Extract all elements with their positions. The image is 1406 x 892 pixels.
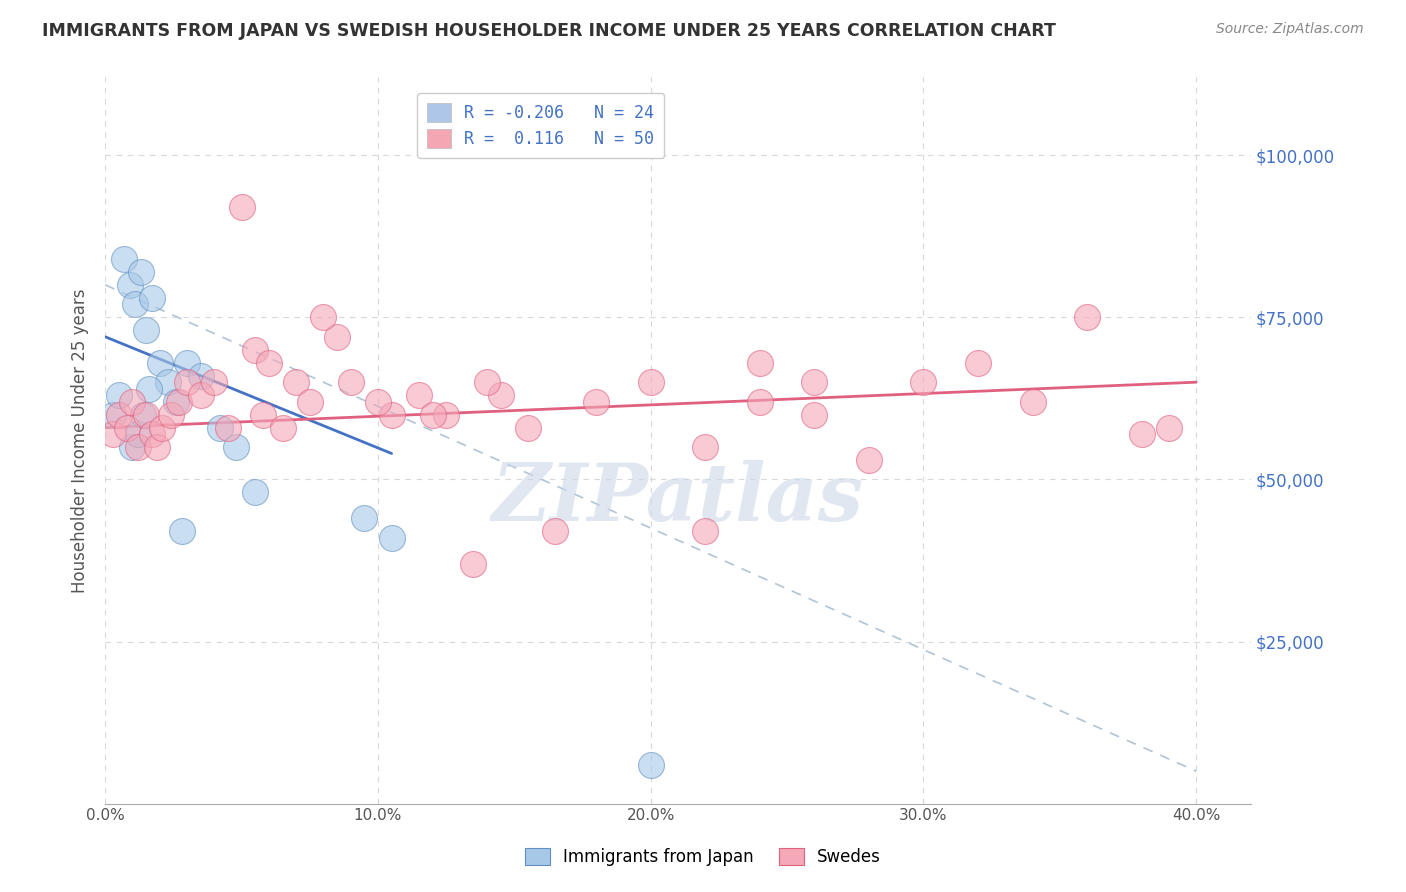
Point [339,375,361,389]
Point [156,375,179,389]
Point [312,310,335,325]
Point [748,356,770,370]
Point [803,408,825,422]
Point [695,440,717,454]
Point [298,394,321,409]
Point [475,375,498,389]
Point [367,394,389,409]
Point [103,408,125,422]
Point [408,388,430,402]
Point [257,356,280,370]
Point [108,388,131,402]
Point [176,356,198,370]
Point [353,511,375,525]
Point [115,420,138,434]
Y-axis label: Householder Income Under 25 years: Householder Income Under 25 years [72,288,89,593]
Point [640,375,662,389]
Point [141,291,163,305]
Point [127,427,149,442]
Point [112,252,135,266]
Point [138,382,160,396]
Point [858,453,880,467]
Point [225,440,247,454]
Point [124,297,146,311]
Point [165,394,187,409]
Point [149,356,172,370]
Point [803,375,825,389]
Point [1157,420,1180,434]
Point [208,420,231,434]
Point [748,394,770,409]
Point [127,440,149,454]
Point [170,524,193,539]
Point [585,394,607,409]
Point [190,368,212,383]
Point [152,420,174,434]
Point [121,440,143,454]
Point [285,375,308,389]
Point [695,524,717,539]
Point [252,408,274,422]
Legend: R = -0.206   N = 24, R =  0.116   N = 50: R = -0.206 N = 24, R = 0.116 N = 50 [418,93,664,158]
Point [1021,394,1043,409]
Point [132,408,155,422]
Point [326,330,349,344]
Point [231,200,253,214]
Point [434,408,457,422]
Text: ZIPatlas: ZIPatlas [492,460,865,537]
Point [245,485,267,500]
Point [517,420,540,434]
Point [135,408,157,422]
Point [381,408,404,422]
Point [463,557,485,571]
Point [245,343,267,357]
Point [912,375,935,389]
Point [422,408,444,422]
Point [167,394,190,409]
Point [544,524,567,539]
Point [1076,310,1098,325]
Point [146,440,169,454]
Point [176,375,198,389]
Point [381,531,404,545]
Point [217,420,239,434]
Point [202,375,225,389]
Point [489,388,512,402]
Point [141,427,163,442]
Point [159,408,181,422]
Point [135,323,157,337]
Text: IMMIGRANTS FROM JAPAN VS SWEDISH HOUSEHOLDER INCOME UNDER 25 YEARS CORRELATION C: IMMIGRANTS FROM JAPAN VS SWEDISH HOUSEHO… [42,22,1056,40]
Point [121,394,143,409]
Point [103,427,125,442]
Point [190,388,212,402]
Point [129,265,152,279]
Point [1130,427,1153,442]
Point [967,356,990,370]
Point [108,408,131,422]
Point [271,420,294,434]
Legend: Immigrants from Japan, Swedes: Immigrants from Japan, Swedes [516,840,890,875]
Point [640,757,662,772]
Text: Source: ZipAtlas.com: Source: ZipAtlas.com [1216,22,1364,37]
Point [118,277,141,292]
